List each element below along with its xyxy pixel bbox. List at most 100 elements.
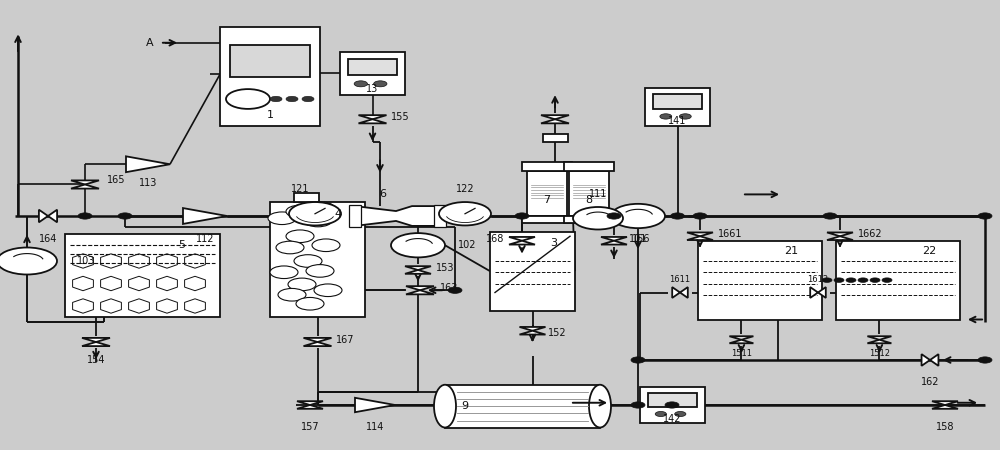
Circle shape <box>270 96 282 102</box>
Text: 7: 7 <box>543 195 551 205</box>
Polygon shape <box>185 276 205 291</box>
Circle shape <box>270 266 298 279</box>
Text: 1662: 1662 <box>858 229 883 239</box>
Ellipse shape <box>434 385 456 428</box>
Text: 154: 154 <box>87 355 105 365</box>
Circle shape <box>675 411 686 417</box>
Polygon shape <box>129 299 149 313</box>
Polygon shape <box>157 254 177 268</box>
Polygon shape <box>355 206 440 226</box>
Text: 1661: 1661 <box>718 229 742 239</box>
Circle shape <box>978 357 992 363</box>
Circle shape <box>679 114 691 119</box>
Polygon shape <box>304 342 332 346</box>
Circle shape <box>978 213 992 219</box>
Text: 102: 102 <box>458 240 476 250</box>
Polygon shape <box>932 401 958 405</box>
Bar <box>349 205 361 227</box>
Bar <box>220 27 320 126</box>
Polygon shape <box>509 241 535 244</box>
Polygon shape <box>82 338 110 342</box>
Text: 9: 9 <box>461 401 469 411</box>
Bar <box>434 205 446 227</box>
Bar <box>698 241 822 320</box>
Text: 114: 114 <box>366 423 384 432</box>
Circle shape <box>448 287 462 293</box>
Bar <box>490 232 575 310</box>
Polygon shape <box>922 354 930 366</box>
Polygon shape <box>509 237 535 241</box>
Polygon shape <box>297 405 323 409</box>
Text: 103: 103 <box>77 256 95 266</box>
Circle shape <box>268 212 296 225</box>
Bar <box>564 162 614 171</box>
Circle shape <box>286 230 314 243</box>
Circle shape <box>286 96 298 102</box>
Polygon shape <box>827 236 853 240</box>
Polygon shape <box>359 115 387 119</box>
Polygon shape <box>932 405 958 409</box>
Text: 3: 3 <box>550 238 557 248</box>
Polygon shape <box>129 276 149 291</box>
Polygon shape <box>183 208 227 224</box>
Text: 22: 22 <box>922 246 936 256</box>
Polygon shape <box>680 287 688 298</box>
Bar <box>836 241 960 320</box>
Bar <box>340 52 405 94</box>
Circle shape <box>306 265 334 277</box>
Polygon shape <box>185 299 205 313</box>
Polygon shape <box>867 336 891 340</box>
Polygon shape <box>729 340 753 343</box>
Ellipse shape <box>589 385 611 428</box>
Polygon shape <box>101 276 121 291</box>
Circle shape <box>276 241 304 254</box>
Bar <box>543 134 568 142</box>
Text: 156: 156 <box>632 234 650 243</box>
Bar <box>522 162 572 171</box>
Text: 142: 142 <box>663 414 682 424</box>
Bar <box>230 45 310 76</box>
Text: 5: 5 <box>178 240 185 250</box>
Circle shape <box>573 207 623 230</box>
Circle shape <box>607 213 621 219</box>
Circle shape <box>631 357 645 363</box>
Text: 13: 13 <box>366 84 379 94</box>
Circle shape <box>304 214 332 227</box>
Text: 113: 113 <box>139 178 157 188</box>
Text: 153: 153 <box>436 263 454 273</box>
Circle shape <box>655 411 666 417</box>
Circle shape <box>374 81 387 87</box>
Circle shape <box>846 278 856 283</box>
Polygon shape <box>82 342 110 346</box>
Polygon shape <box>297 401 323 405</box>
Polygon shape <box>541 119 569 123</box>
Polygon shape <box>355 398 395 412</box>
Text: 1611: 1611 <box>669 274 691 284</box>
Polygon shape <box>101 254 121 268</box>
Circle shape <box>0 248 57 274</box>
Polygon shape <box>818 287 826 298</box>
Text: 1612: 1612 <box>807 274 829 284</box>
Circle shape <box>289 202 341 225</box>
Text: 168: 168 <box>486 234 504 243</box>
Bar <box>527 171 567 216</box>
Bar <box>65 234 220 317</box>
Circle shape <box>118 213 132 219</box>
Text: A: A <box>146 38 154 48</box>
Circle shape <box>858 278 868 283</box>
Circle shape <box>870 278 880 283</box>
Circle shape <box>834 278 844 283</box>
Polygon shape <box>304 338 332 342</box>
Bar <box>348 59 397 75</box>
Polygon shape <box>129 254 149 268</box>
Polygon shape <box>405 270 431 274</box>
Circle shape <box>660 114 672 119</box>
Polygon shape <box>39 210 48 222</box>
Polygon shape <box>672 287 680 298</box>
Text: 164: 164 <box>39 234 57 244</box>
Text: 111: 111 <box>589 189 607 199</box>
Text: 1: 1 <box>266 110 274 120</box>
Text: 121: 121 <box>291 184 309 194</box>
Text: 21: 21 <box>784 246 798 256</box>
Circle shape <box>611 204 665 228</box>
